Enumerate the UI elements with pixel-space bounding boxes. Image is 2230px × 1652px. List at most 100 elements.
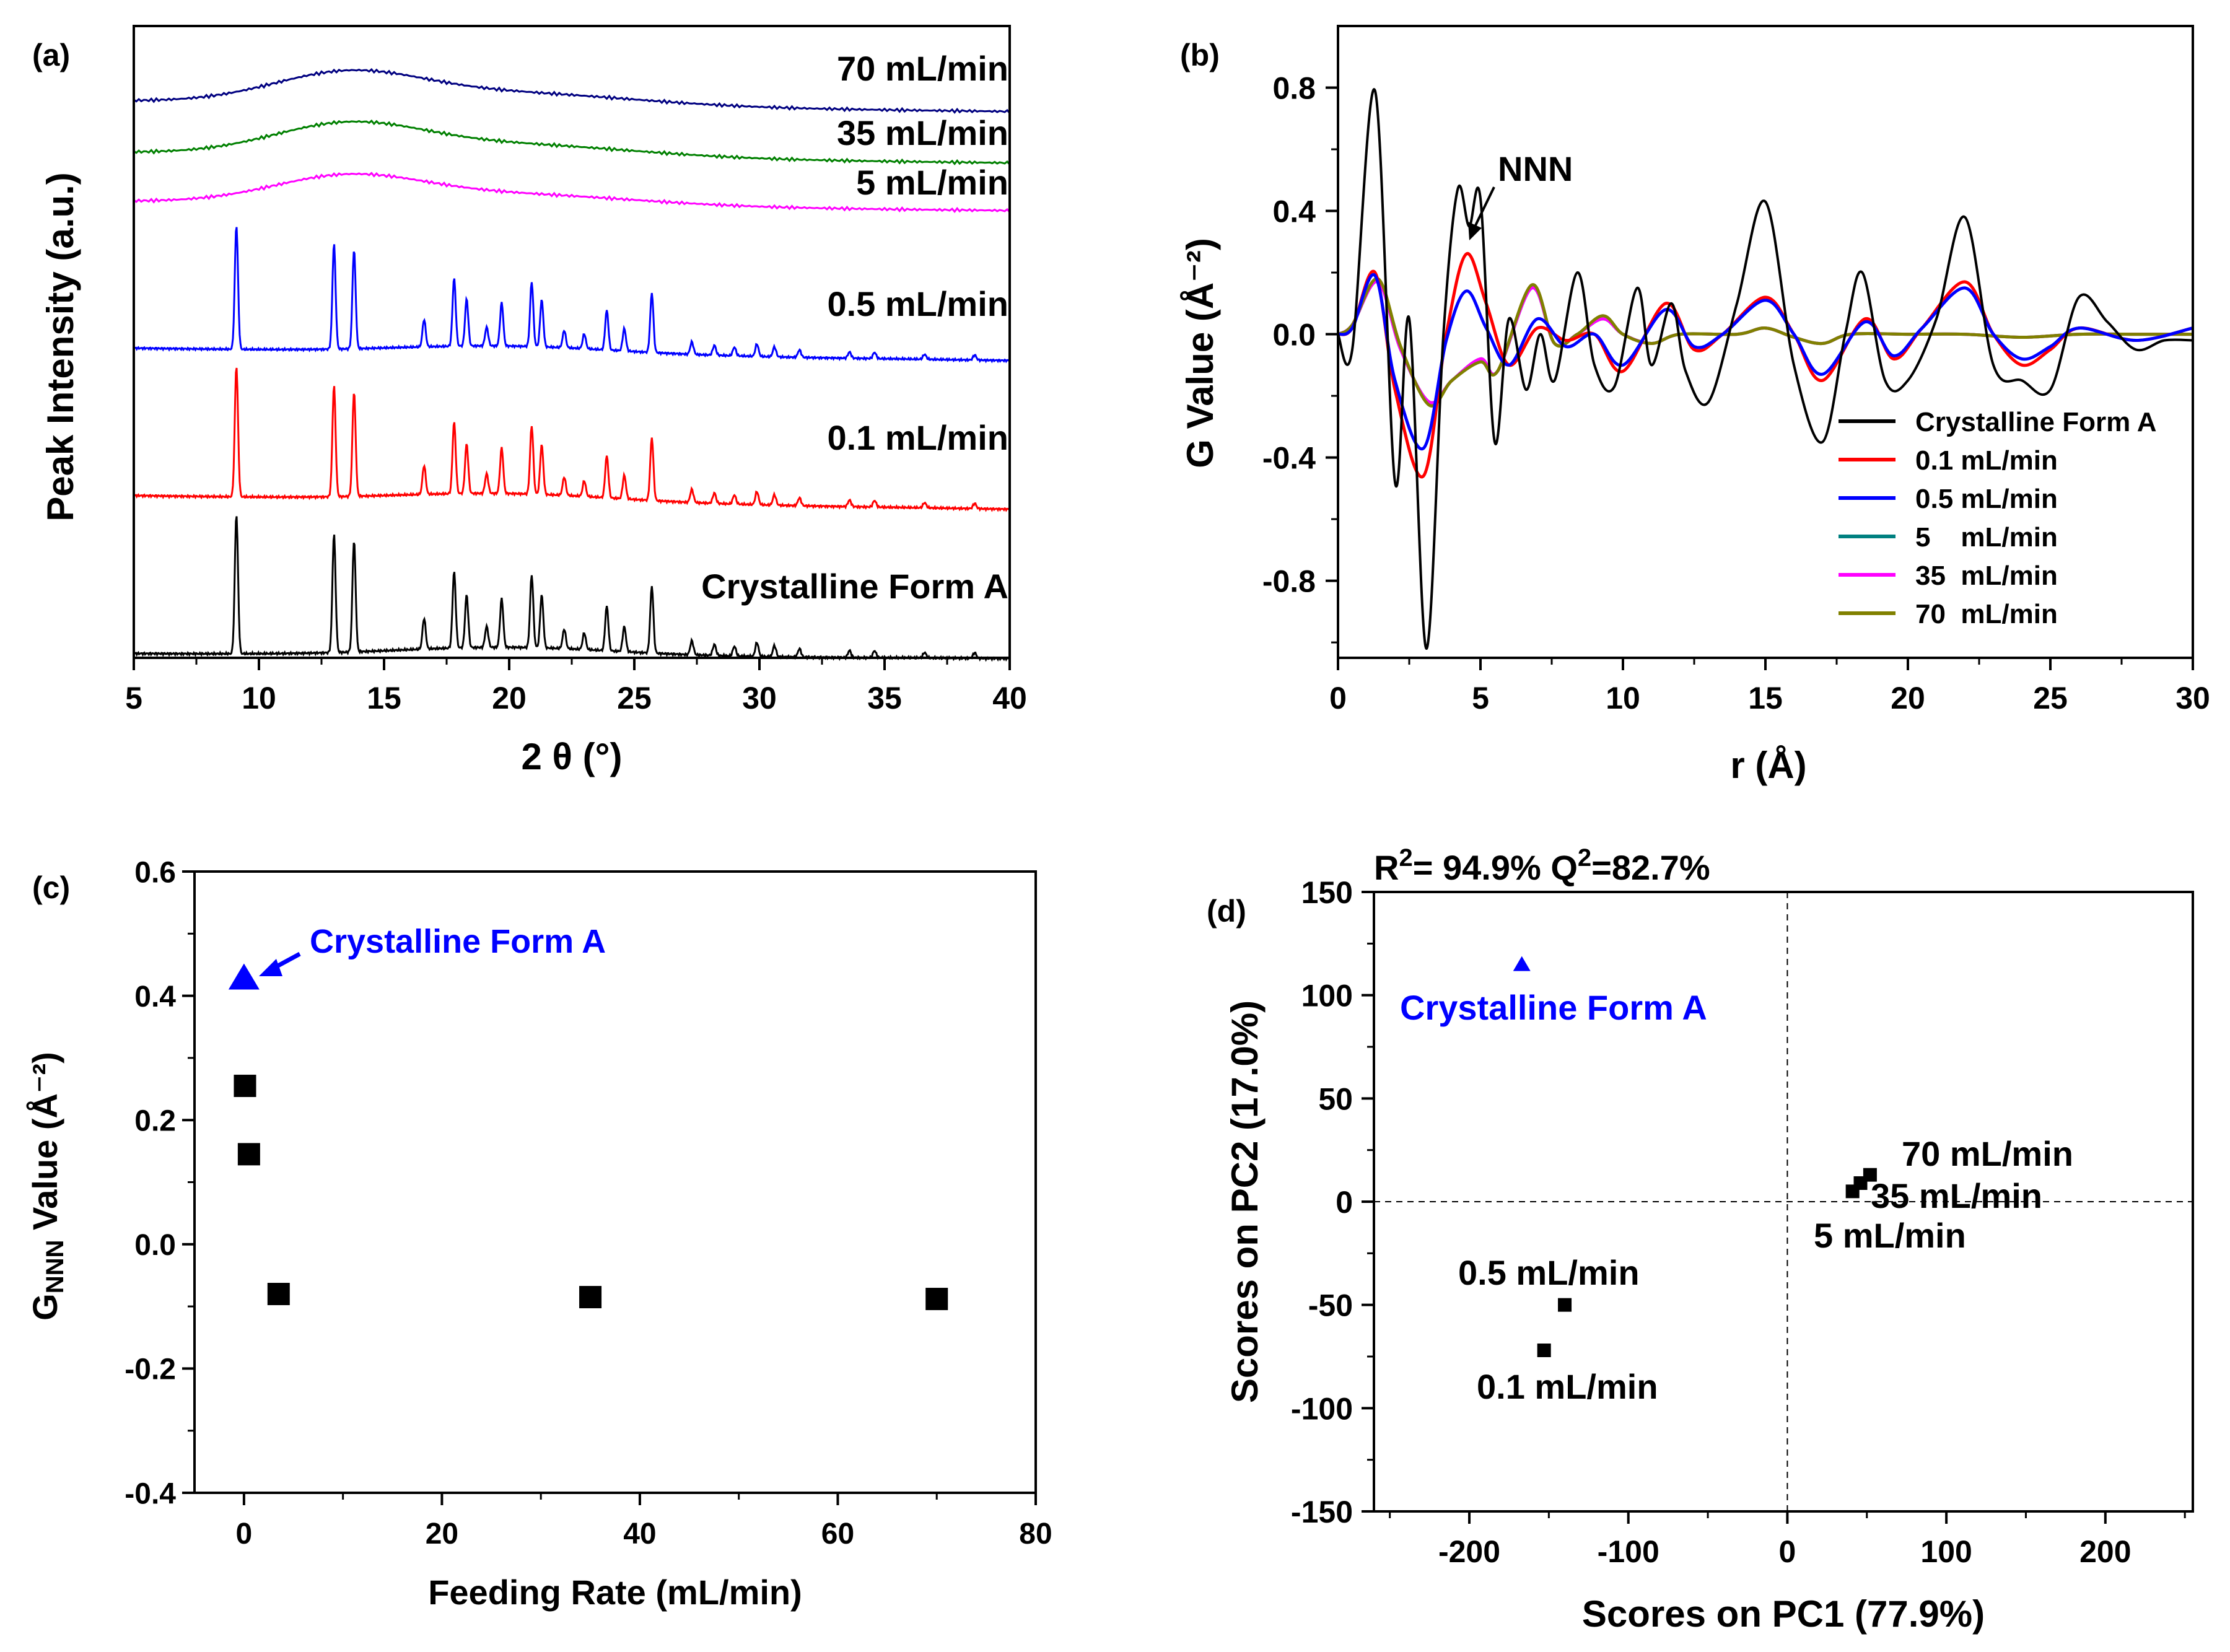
highlight-triangle-marker — [228, 963, 260, 990]
xrd-trace — [133, 68, 1011, 114]
panel-b-nnn-arrowhead — [1468, 222, 1482, 240]
y-tick-label: -100 — [1291, 1391, 1353, 1426]
panel-d-stats-gap — [1541, 848, 1551, 887]
legend-label: 0.5 mL/min — [1915, 484, 2058, 514]
x-tick-label: 40 — [992, 681, 1027, 715]
panel-a-series-label: 0.1 mL/min — [827, 418, 1008, 457]
x-tick-label: 0 — [1329, 681, 1347, 715]
y-tick-label: -50 — [1308, 1288, 1353, 1323]
x-tick-label: 20 — [426, 1518, 458, 1550]
panel-d-point-label: 0.5 mL/min — [1458, 1253, 1640, 1292]
panel-a-traces — [133, 68, 1011, 662]
panel-c-xlabel: Feeding Rate (mL/min) — [428, 1573, 802, 1612]
xrd-trace — [134, 367, 1010, 512]
panel-a-ticks: 5 10 15 20 25 30 35 40 — [125, 658, 1027, 715]
x-tick-label: 200 — [2079, 1534, 2131, 1569]
x-tick-label: 10 — [242, 681, 276, 715]
x-tick-label: 10 — [1606, 681, 1640, 715]
panel-b-xlabel: r (Å) — [1730, 745, 1806, 786]
panel-a-series-label: 70 mL/min — [837, 49, 1008, 88]
panel-c-ylabel-rest: Value (Å⁻²) — [25, 1052, 64, 1239]
y-tick-label: -0.2 — [125, 1353, 176, 1386]
panel-c-marks — [228, 963, 948, 1311]
panel-b-nnn-annotation: NNN — [1498, 149, 1573, 188]
panel-c-label: (c) — [32, 870, 70, 905]
x-tick-label: 25 — [2033, 681, 2068, 715]
legend-label: 70 mL/min — [1915, 599, 2058, 629]
panel-a-series-label: Crystalline Form A — [701, 567, 1008, 606]
data-point — [579, 1286, 602, 1309]
x-tick-label: 100 — [1920, 1534, 1972, 1569]
panel-d-r2-sup: 2 — [1399, 844, 1412, 872]
panel-d-q2-sup: 2 — [1578, 844, 1591, 872]
y-tick-label: 0.4 — [1272, 194, 1316, 229]
x-tick-label: 15 — [367, 681, 401, 715]
legend-label: Crystalline Form A — [1915, 407, 2157, 437]
panel-a-series-label: 0.5 mL/min — [827, 284, 1008, 323]
x-tick-label: 25 — [617, 681, 652, 715]
panel-d-marks — [1374, 892, 2193, 1511]
panel-c-ticks: 0 20 40 60 80 -0.4 -0.2 0.0 0.2 0.4 0.6 — [125, 856, 1052, 1550]
x-tick-label: 0 — [236, 1518, 253, 1550]
panel-c-ylabel-sub: NNN — [42, 1240, 69, 1294]
panel-d-xlabel: Scores on PC1 (77.9%) — [1582, 1593, 1985, 1635]
panel-d-q2-value: =82.7% — [1591, 848, 1710, 887]
panel-d-q2-letter: Q — [1550, 848, 1578, 887]
panel-c-ylabel: GNNN Value (Å⁻²) — [25, 1052, 69, 1321]
y-tick-label: 0.0 — [1272, 318, 1316, 352]
y-tick-label: 100 — [1301, 979, 1353, 1013]
panel-a-ylabel: Peak Intensity (a.u.) — [40, 172, 81, 522]
panel-d-ylabel: Scores on PC2 (17.0%) — [1224, 1000, 1266, 1403]
legend-label: 35 mL/min — [1915, 561, 2058, 591]
y-tick-label: 0.8 — [1272, 71, 1316, 106]
panel-a: (a) 5 10 15 20 25 30 35 40 70 mL/min 35 mL/min … — [32, 25, 1027, 777]
x-tick-label: 15 — [1748, 681, 1783, 715]
y-tick-label: -0.8 — [1262, 564, 1316, 599]
pdf-trace — [1337, 88, 2193, 650]
panel-d-r2-value: = 94.9% — [1413, 848, 1541, 887]
data-point — [234, 1075, 256, 1098]
xrd-trace — [133, 119, 1011, 165]
x-tick-label: 20 — [492, 681, 527, 715]
x-tick-label: 35 — [867, 681, 902, 715]
x-tick-label: 30 — [2175, 681, 2210, 715]
y-tick-label: 0.4 — [134, 981, 176, 1013]
panel-d-ticks: -200 -100 0 100 200 -150 -100 -50 0 50 100 150 — [1291, 875, 2186, 1569]
y-tick-label: 50 — [1318, 1082, 1353, 1116]
xrd-trace — [134, 227, 1010, 364]
panel-b-legend: Crystalline Form A 0.1 mL/min 0.5 mL/min 5 … — [1839, 407, 2157, 629]
x-tick-label: 60 — [821, 1518, 854, 1550]
panel-d-point-label: 70 mL/min — [1902, 1134, 2073, 1173]
panel-d: (d) R2= 94.9% Q2=82.7% -200 -100 0 100 200 -1… — [1207, 844, 2194, 1635]
panel-a-label: (a) — [32, 38, 70, 72]
x-tick-label: -200 — [1438, 1534, 1500, 1569]
panel-d-stats: R2= 94.9% Q2=82.7% — [1374, 844, 1710, 887]
panel-c-highlight-label: Crystalline Form A — [310, 923, 606, 960]
pdf-trace — [1337, 273, 2193, 451]
y-tick-label: 150 — [1301, 875, 1353, 910]
x-tick-label: 30 — [742, 681, 777, 715]
panel-c-frame — [193, 870, 1037, 1494]
x-tick-label: 20 — [1891, 681, 1925, 715]
y-tick-label: 0 — [1336, 1185, 1353, 1220]
panel-d-point-label: 5 mL/min — [1814, 1216, 1966, 1255]
data-point — [1845, 1184, 1860, 1199]
pdf-trace — [1337, 252, 2193, 479]
panel-c-arrowhead — [259, 959, 282, 976]
x-tick-label: 40 — [623, 1518, 656, 1550]
panel-b-ylabel: G Value (Å⁻²) — [1179, 238, 1221, 468]
data-point — [237, 1143, 260, 1166]
data-point — [267, 1283, 290, 1306]
panel-c: (c) 0 20 40 60 80 -0.4 -0.2 0.0 0.2 0.4 0.6 Crysta… — [25, 856, 1052, 1612]
panel-b-nnn-arrow — [1472, 186, 1495, 231]
data-point — [1537, 1344, 1551, 1357]
panel-d-point-label: 35 mL/min — [1871, 1176, 2042, 1215]
y-tick-label: -0.4 — [125, 1477, 176, 1510]
panel-b-traces — [1337, 88, 2193, 650]
legend-label: 0.1 mL/min — [1915, 445, 2058, 476]
y-tick-label: -0.4 — [1262, 441, 1316, 476]
panel-b-label: (b) — [1180, 38, 1220, 72]
y-tick-label: -150 — [1291, 1495, 1353, 1529]
panel-d-label: (d) — [1207, 894, 1246, 929]
